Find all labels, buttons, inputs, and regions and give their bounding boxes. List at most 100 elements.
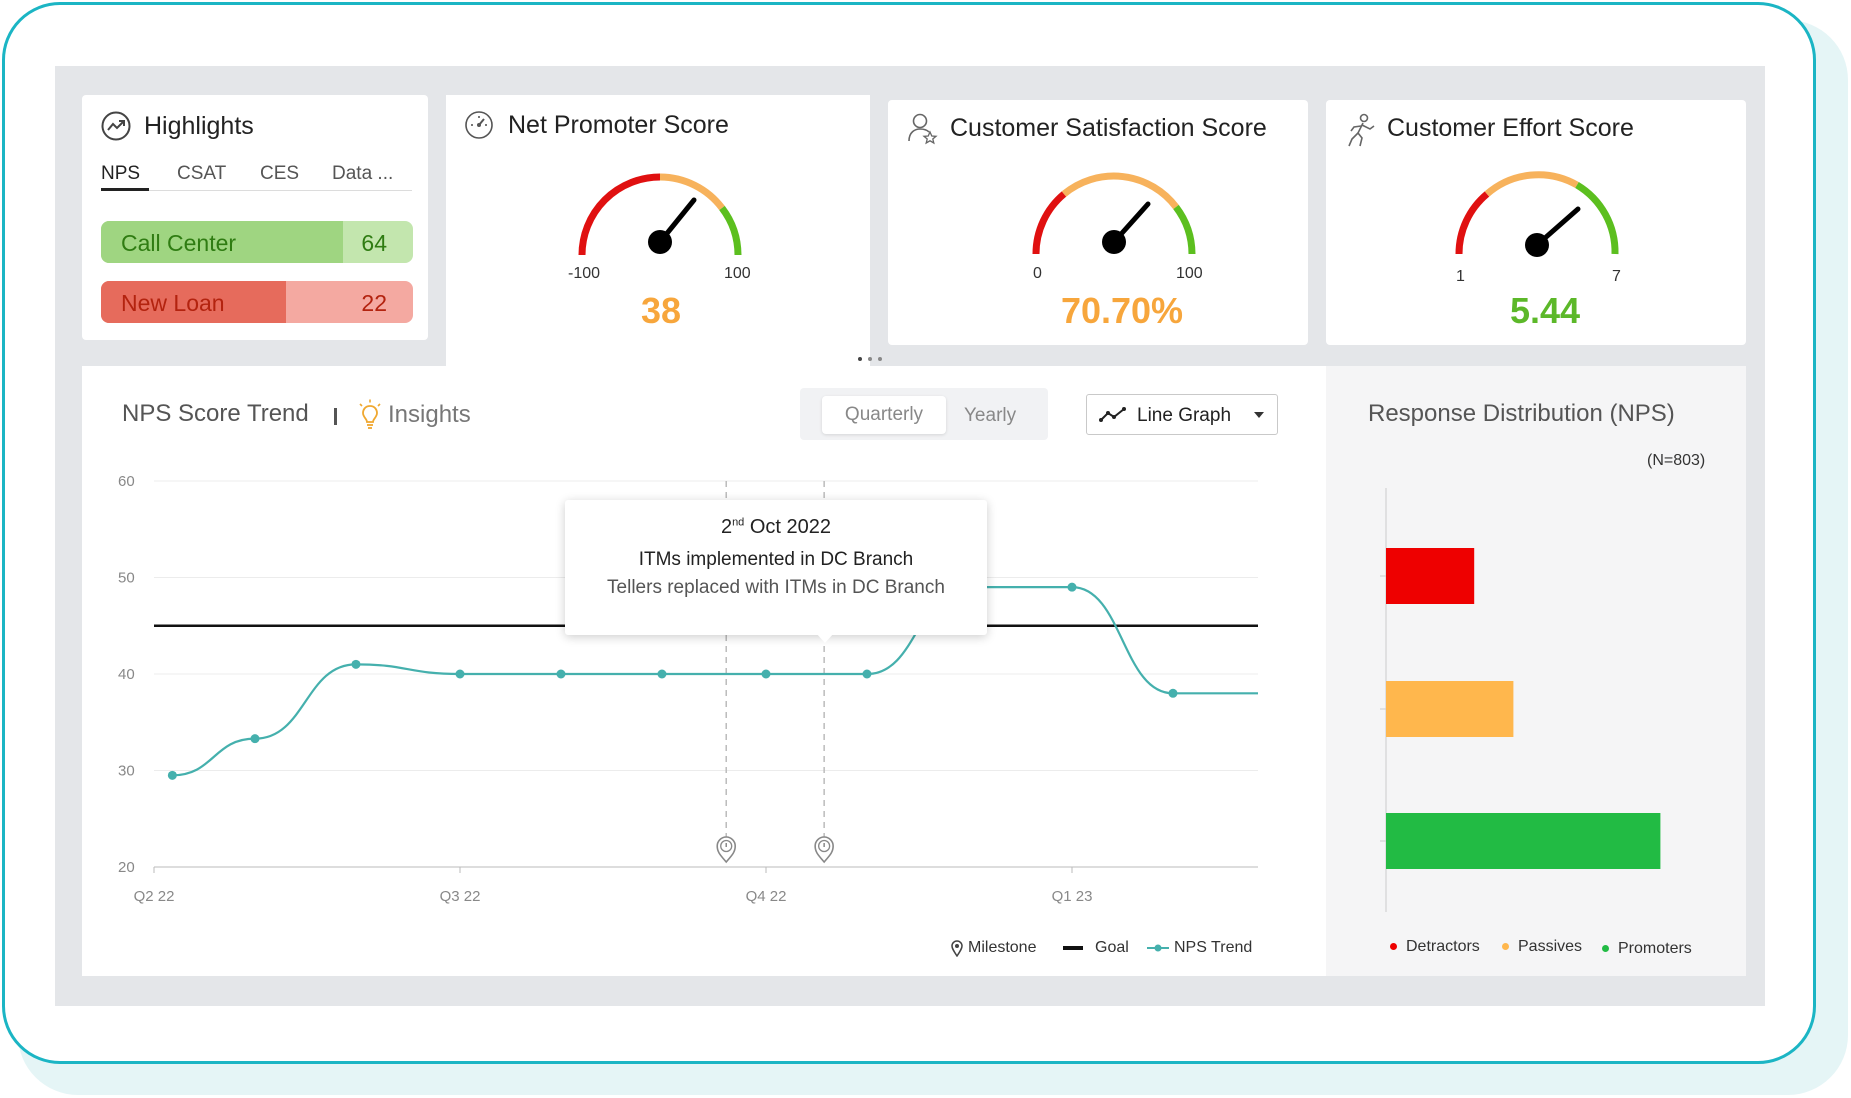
legend-promoters: Promoters [1602,940,1692,958]
response-title: Response Distribution (NPS) [1368,400,1675,427]
tooltip-date-suffix: nd [732,516,745,529]
milestone-pin-icon [814,836,834,864]
highlight-bar-new-loan[interactable]: New Loan 22 [101,281,413,323]
nps-title: Net Promoter Score [508,111,729,139]
nps-value: 38 [640,290,682,331]
carousel-dots[interactable] [858,348,888,366]
milestone-legend-icon [951,940,963,957]
legend-nps-trend: NPS Trend [1174,939,1253,956]
trend-point-9 [1067,582,1077,592]
ces-value: 5.44 [1509,290,1581,331]
highlights-title: Highlights [144,112,254,140]
ces-title: Customer Effort Score [1387,114,1634,142]
tabs-divider [101,190,412,191]
passives-dot [1502,943,1509,951]
call-center-value: 64 [361,230,387,256]
trend-point-4 [556,669,566,679]
trend-title: NPS Score Trend [122,400,309,427]
ces-max-label: 7 [1612,268,1621,285]
y-tick-label: 60 [118,473,135,490]
trend-point-5 [657,669,667,679]
insights-link[interactable]: Insights [388,401,471,428]
nps-gauge [578,173,742,256]
promoters-legend-label: Promoters [1618,940,1692,957]
csat-value: 70.70% [1060,290,1184,331]
csat-max-label: 100 [1176,265,1203,282]
nps-max-label: 100 [724,265,751,282]
line-graph-icon [1099,407,1126,422]
lightbulb-icon[interactable] [358,399,382,431]
csat-gauge [1032,172,1196,255]
ces-min-label: 1 [1456,268,1465,285]
y-tick-label: 20 [118,859,135,876]
call-center-label: Call Center [121,230,237,256]
milestone-pin-ring [817,839,831,853]
graph-type-label: Line Graph [1137,405,1232,426]
x-tick-label: Q1 23 [1052,888,1093,905]
passives-legend-label: Passives [1518,938,1583,955]
title-separator [334,408,337,425]
legend-milestone: Milestone [968,939,1037,956]
tooltip-date: 2nd Oct 2022 [565,516,987,539]
ces-gauge-hub [1525,233,1549,257]
speedometer-icon [465,111,493,139]
tooltip-date-rest: Oct 2022 [749,516,832,538]
trend-point-0 [167,770,177,780]
response-bar-detractors [1386,548,1475,604]
detractors-dot [1390,943,1397,951]
x-tick-label: Q4 22 [746,888,787,905]
trend-point-1 [250,734,260,744]
highlight-bar-call-center[interactable]: Call Center 64 [101,221,413,263]
trend-legend-swatch [1147,944,1169,952]
milestone-pin-icon [716,836,737,864]
csat-card[interactable] [888,100,1308,345]
ces-card[interactable] [1326,100,1746,345]
milestone-pin-ring [720,839,733,853]
person-effort-icon [1348,113,1375,147]
nps-min-label: -100 [568,265,601,282]
active-tab-indicator [101,188,149,191]
tooltip-arrow [816,633,834,643]
call-center-fill [101,221,343,263]
legend-goal: Goal [1095,939,1129,956]
tab-ces[interactable]: CES [260,163,300,184]
period-yearly-button[interactable]: Yearly [964,405,1017,426]
tab-nps[interactable]: NPS [101,163,141,184]
csat-gauge-hub [1102,230,1126,254]
csat-min-label: 0 [1033,265,1042,282]
detractors-legend-label: Detractors [1406,938,1480,955]
trend-point-7 [862,669,872,679]
trending-up-icon [101,111,131,141]
period-quarterly-button[interactable]: Quarterly [822,396,946,434]
trend-point-2 [351,659,361,669]
tab-data[interactable]: Data ... [332,163,394,184]
goal-legend-swatch [1063,946,1083,950]
new-loan-label: New Loan [121,290,225,316]
csat-title: Customer Satisfaction Score [950,114,1267,142]
y-tick-label: 50 [118,570,135,587]
chevron-down-icon [1254,412,1264,418]
nps-trend-line [172,586,1258,777]
promoters-dot [1602,945,1609,953]
trend-point-10 [1168,688,1178,698]
y-tick-label: 30 [118,763,135,780]
response-n-label: (N=803) [1647,452,1706,469]
response-bar-promoters [1386,813,1661,869]
tab-csat[interactable]: CSAT [177,163,227,184]
response-card [1326,366,1746,976]
trend-point-6 [761,669,771,679]
trend-card [82,366,1326,976]
ces-gauge [1455,171,1619,257]
trend-point-3 [455,669,465,679]
x-tick-label: Q2 22 [134,888,175,905]
response-bar-passives [1386,681,1514,737]
legend-detractors: Detractors [1390,938,1480,956]
graph-type-dropdown[interactable]: Line Graph [1086,394,1278,435]
milestone-tooltip: 2nd Oct 2022 ITMs implemented in DC Bran… [565,500,987,635]
user-star-icon [908,113,938,145]
nps-gauge-hub [648,230,672,254]
x-tick-label: Q3 22 [440,888,481,905]
tooltip-date-day: 2 [720,516,733,538]
y-tick-label: 40 [118,666,135,683]
